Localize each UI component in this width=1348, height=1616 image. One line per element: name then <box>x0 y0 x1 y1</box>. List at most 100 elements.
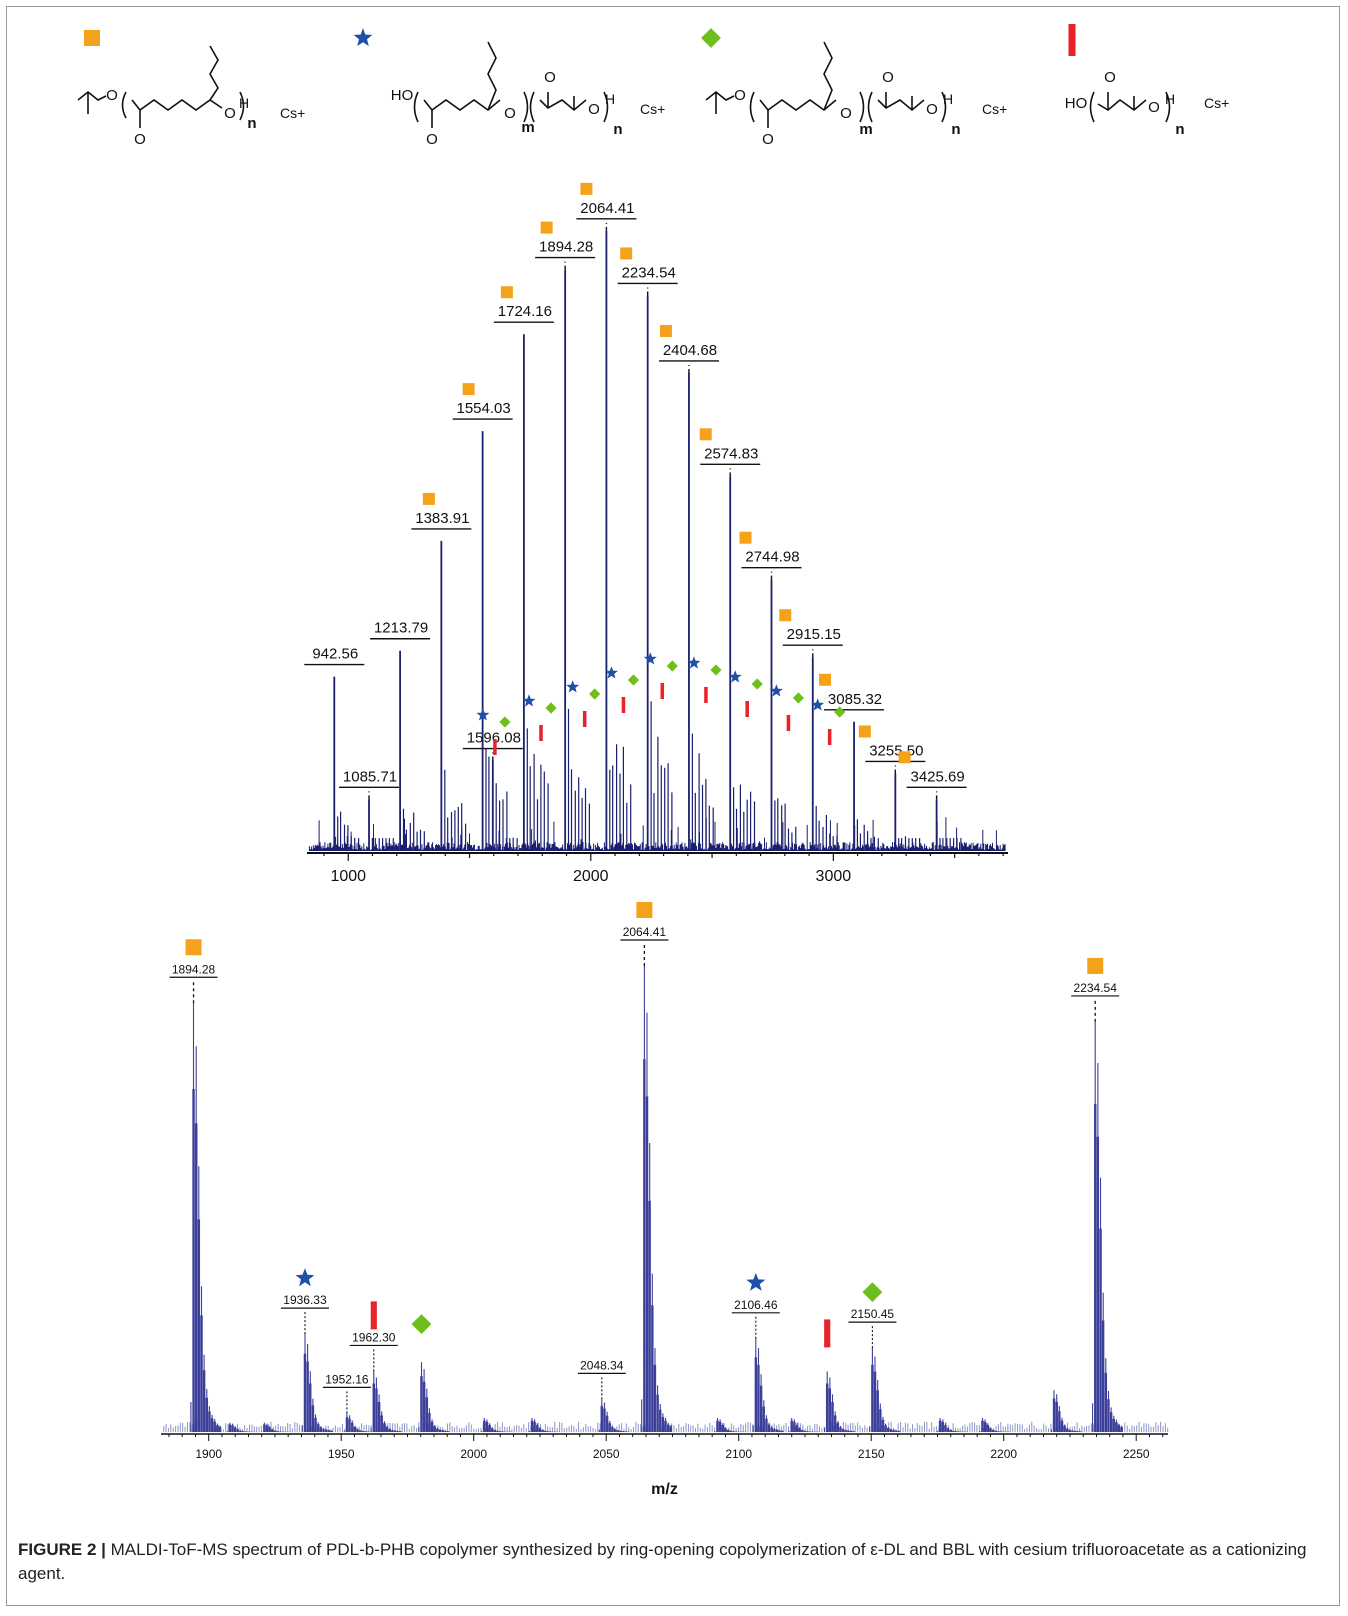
overview-marker-bar <box>539 725 543 741</box>
overview-marker-star <box>605 666 618 679</box>
overview-marker-diamond <box>627 674 640 686</box>
overview-peak-label: 1085.71 <box>343 768 397 785</box>
structure2-h: H <box>605 91 615 107</box>
zoom-peak-label: 2048.34 <box>580 1358 624 1372</box>
zoom-peak <box>190 1003 222 1432</box>
caption-label: FIGURE 2 | <box>18 1540 106 1559</box>
overview-peak-label: 3085.32 <box>828 691 882 708</box>
zoom-peak-marker-square <box>185 939 202 956</box>
overview-peak-label: 2744.98 <box>745 549 799 566</box>
overview-peak-label: 1596.08 <box>467 730 521 747</box>
zoom-x-tick-label: 2100 <box>725 1447 752 1461</box>
zoom-x-tick-label: 2000 <box>460 1447 487 1461</box>
structure2-o3: O <box>588 101 600 118</box>
structure2-subscript-n: n <box>613 121 622 138</box>
overview-marker-bar <box>704 687 708 703</box>
structure2-end-group: HO <box>391 87 414 104</box>
zoom-peak-marker-square <box>636 902 653 918</box>
overview-peak-marker <box>819 673 832 686</box>
overview-marker-diamond <box>792 692 804 704</box>
legend-marker-square-square <box>84 30 100 46</box>
overview-peak-marker <box>659 324 672 337</box>
zoom-peak-label: 2234.54 <box>1074 981 1118 995</box>
overview-x-tick-label: 2000 <box>573 868 609 885</box>
overview-satellite-peaks <box>337 701 962 851</box>
overview-marker-diamond <box>710 664 722 676</box>
structure4-end-group: HO <box>1065 95 1088 112</box>
structure2-paren2-close <box>603 91 609 123</box>
figure-frame <box>6 6 1340 1606</box>
overview-peak-marker <box>779 609 792 622</box>
overview-marker-star <box>566 680 580 693</box>
overview-marker-star <box>476 708 490 721</box>
structure3-bonds-start <box>705 90 735 101</box>
structure2-phb-o: O <box>544 69 556 86</box>
legend-marker-star-star <box>353 28 373 46</box>
structure1-subscript-n: n <box>247 115 256 132</box>
overview-marker-bar <box>582 711 587 727</box>
structure3-paren1-close <box>859 91 865 123</box>
structure4-h: H <box>1165 91 1175 107</box>
overview-marker-bar <box>827 729 832 745</box>
overview-marker-star <box>728 670 742 683</box>
overview-marker-bar <box>621 697 626 713</box>
zoom-peak <box>370 1371 402 1432</box>
zoom-peak <box>824 1371 855 1432</box>
structure4-ion: Cs+ <box>1204 95 1229 111</box>
overview-peak-marker <box>500 286 513 299</box>
structure1-o2: O <box>224 105 236 122</box>
structure2-paren2-open <box>529 91 535 123</box>
overview-peak-marker <box>540 221 553 234</box>
zoom-minor-peak <box>714 1418 746 1432</box>
overview-peak-label: 1554.03 <box>457 400 511 417</box>
overview-peak-marker <box>739 531 752 544</box>
structure3-o1: O <box>734 87 746 104</box>
zoom-x-tick-label: 2050 <box>593 1447 620 1461</box>
structure1-bonds-start <box>77 90 107 101</box>
zoom-peak-label: 2064.41 <box>623 925 667 939</box>
zoom-peak-marker-bar <box>824 1319 831 1348</box>
overview-peak-label: 2574.83 <box>704 445 758 462</box>
overview-peak-marker <box>858 725 871 738</box>
overview-marker-star <box>687 656 701 669</box>
structure4-o2: O <box>1148 99 1160 116</box>
overview-peak-label: 942.56 <box>312 646 358 663</box>
structure1-o-carbonyl: O <box>134 131 146 148</box>
structure4-chain <box>1097 98 1147 112</box>
zoom-minor-peak <box>979 1418 1011 1432</box>
structure2-o2: O <box>504 105 516 122</box>
structure3-ion: Cs+ <box>982 101 1007 117</box>
zoom-x-tick-label: 1900 <box>195 1447 222 1461</box>
overview-marker-bar <box>660 683 665 699</box>
overview-peak-label: 2404.68 <box>663 342 717 359</box>
overview-peak-label: 2234.54 <box>622 264 676 281</box>
zoom-minor-peak <box>788 1418 820 1432</box>
structure3-subscript-n: n <box>951 121 960 138</box>
zoom-minor-peak <box>226 1422 258 1432</box>
structure2-paren1-close <box>523 91 529 123</box>
zoom-x-tick-label: 2150 <box>858 1447 885 1461</box>
zoom-peak <box>641 966 673 1432</box>
structure2-ion: Cs+ <box>640 101 665 117</box>
zoom-peak-marker-star <box>295 1268 315 1287</box>
caption-text: MALDI-ToF-MS spectrum of PDL-b-PHB copol… <box>18 1540 1307 1583</box>
structure2-butyl <box>487 41 497 111</box>
structure2-paren1-open <box>413 91 419 123</box>
zoom-peak-label: 1962.30 <box>352 1330 396 1344</box>
structure3-phb-chain <box>877 99 925 112</box>
zoom-peak-marker-diamond <box>411 1314 432 1335</box>
structure4-subscript-n: n <box>1175 121 1184 138</box>
structure3-paren1-open <box>749 91 755 123</box>
overview-marker-diamond <box>666 660 678 672</box>
legend-marker-diamond-diamond <box>701 28 721 48</box>
overview-marker-diamond <box>834 706 846 718</box>
zoom-peak <box>598 1399 630 1432</box>
figure-caption: FIGURE 2 | MALDI-ToF-MS spectrum of PDL-… <box>18 1538 1318 1586</box>
overview-peak-marker <box>580 182 593 195</box>
structure3-o3: O <box>926 101 938 118</box>
overview-peak-label: 1894.28 <box>539 239 593 256</box>
overview-spectrum: 942.56 1085.71 1213.79 1383.91 1554.03 1596.0… <box>304 182 1008 885</box>
structure3-subscript-m: m <box>859 121 872 138</box>
zoom-x-axis-title: m/z <box>651 1481 678 1498</box>
